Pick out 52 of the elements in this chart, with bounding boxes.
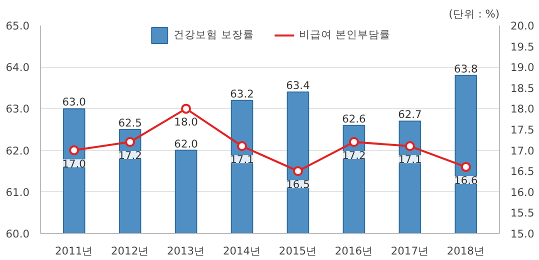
y-tick-label: 62.0: [6, 144, 30, 158]
y-tick-label: 65.0: [6, 20, 30, 32]
x-tick-label: 2016년: [334, 244, 374, 258]
x-tick-label: 2017년: [390, 244, 430, 258]
data-label: 62.6: [342, 112, 366, 126]
data-label: 62.0: [174, 137, 198, 150]
data-label: 62.7: [398, 108, 422, 122]
point: [404, 141, 415, 152]
data-label: 63.4: [286, 79, 310, 92]
y2-tick-label: 17.5: [510, 124, 534, 136]
y2-tick-label: 15.0: [510, 228, 534, 240]
y2-tick-label: 15.5: [510, 206, 534, 220]
y2-tick-label: 17.0: [510, 144, 534, 158]
text: (단위 : %): [448, 8, 500, 20]
y2-tick-label: 19.0: [510, 61, 534, 74]
point: [237, 141, 248, 152]
data-label: 18.0: [174, 116, 198, 129]
data-label: 63.0: [62, 96, 86, 109]
y2-tick-label: 18.0: [510, 102, 534, 116]
point: [69, 145, 80, 156]
data-label: 17.1: [398, 153, 422, 166]
y2-tick-label: 19.5: [510, 40, 534, 54]
x-tick-label: 2011년: [55, 244, 94, 258]
legend-label: 비급여 본인부담률: [299, 28, 390, 42]
y2-tick-label: 16.5: [510, 165, 534, 178]
y-tick-label: 60.0: [6, 228, 30, 240]
point: [460, 162, 471, 172]
data-label: 62.5: [118, 116, 142, 130]
x-tick-label: 2013년: [166, 244, 206, 258]
x-tick-label: 2018년: [446, 244, 485, 258]
y2-tick-label: 18.5: [510, 82, 534, 95]
point: [292, 166, 303, 176]
data-label: 17.2: [342, 148, 366, 162]
data-label: 17.0: [62, 157, 86, 170]
data-label: 16.5: [286, 178, 310, 192]
y-tick-label: 63.0: [6, 102, 30, 116]
point: [125, 136, 136, 147]
point: [348, 136, 359, 147]
point: [181, 104, 192, 114]
data-label: 63.8: [454, 62, 478, 76]
data-label: 17.2: [118, 148, 142, 162]
x-tick-label: 2012년: [111, 244, 150, 258]
x-tick-label: 2015년: [278, 244, 318, 258]
data-label: 17.1: [230, 153, 254, 166]
x-tick-label: 2014년: [222, 244, 262, 258]
legend-label: 건강보험 보장률: [174, 28, 254, 42]
y2-tick-label: 20.0: [510, 20, 534, 32]
y-tick-label: 61.0: [6, 186, 30, 199]
y-tick-label: 64.0: [6, 61, 30, 74]
data-label: 63.2: [230, 87, 254, 100]
data-label: 16.6: [454, 174, 478, 187]
y2-tick-label: 16.0: [510, 186, 534, 199]
